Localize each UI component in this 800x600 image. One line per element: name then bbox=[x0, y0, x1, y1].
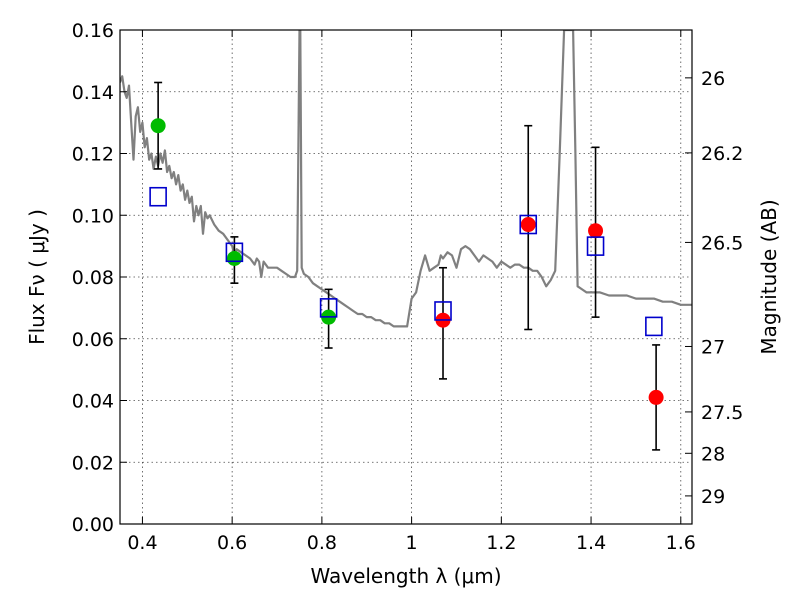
x-tick-label: 0.4 bbox=[127, 532, 157, 554]
spectrum-line bbox=[120, 30, 692, 328]
y-tick-label: 0.06 bbox=[72, 329, 114, 351]
y2-axis-label: Magnitude (AB) bbox=[757, 199, 781, 354]
mag-tick-label: 26 bbox=[701, 68, 725, 90]
mag-tick-label: 28 bbox=[701, 443, 725, 465]
red-point bbox=[648, 389, 664, 405]
mag-tick-label: 29 bbox=[701, 486, 725, 508]
y-tick-label: 0.02 bbox=[72, 452, 114, 474]
y-tick-label: 0.04 bbox=[72, 391, 114, 413]
y-tick-label: 0.14 bbox=[72, 82, 114, 104]
model-square bbox=[645, 316, 663, 337]
green-point bbox=[226, 250, 242, 266]
y-tick-label: 0.12 bbox=[72, 144, 114, 166]
spectrum-layer bbox=[120, 30, 692, 328]
y-tick-label: 0.16 bbox=[72, 20, 114, 42]
mag-tick-label: 26.5 bbox=[701, 232, 743, 254]
mag-tick-label: 27 bbox=[701, 336, 725, 358]
red-point bbox=[588, 223, 604, 239]
model-square bbox=[586, 236, 605, 256]
mag-tick-label: 26.2 bbox=[701, 143, 743, 165]
y-tick-label: 0.08 bbox=[72, 267, 114, 289]
y-tick-label: 0.00 bbox=[72, 514, 114, 536]
red-point bbox=[520, 217, 536, 233]
errorbar-layer bbox=[154, 81, 661, 451]
mag-tick-label: 27.5 bbox=[701, 402, 743, 424]
x-tick-label: 1 bbox=[406, 532, 418, 554]
x-tick-label: 1.6 bbox=[666, 532, 696, 554]
y-tick-label: 0.10 bbox=[72, 205, 114, 227]
green-point bbox=[150, 118, 166, 134]
model-square bbox=[225, 242, 244, 263]
model-square bbox=[149, 186, 167, 207]
x-tick-label: 0.8 bbox=[307, 532, 337, 554]
model-square bbox=[519, 214, 538, 235]
marker-layer bbox=[149, 118, 664, 405]
model-square bbox=[319, 298, 338, 318]
grid bbox=[120, 29, 692, 525]
x-tick-label: 0.6 bbox=[217, 532, 247, 554]
ticks: 0.4 0.6 0.8 1 1.2 1.4 1.6 0.00 0.02 0.04 0.06 0.08 0… bbox=[72, 20, 744, 554]
x-tick-label: 1.2 bbox=[486, 532, 516, 554]
model-square bbox=[434, 301, 452, 321]
y-axis-label: Flux Fν ( μJy ) bbox=[25, 209, 49, 345]
x-axis-label: Wavelength λ (μm) bbox=[310, 564, 501, 588]
x-tick-label: 1.4 bbox=[576, 532, 606, 554]
